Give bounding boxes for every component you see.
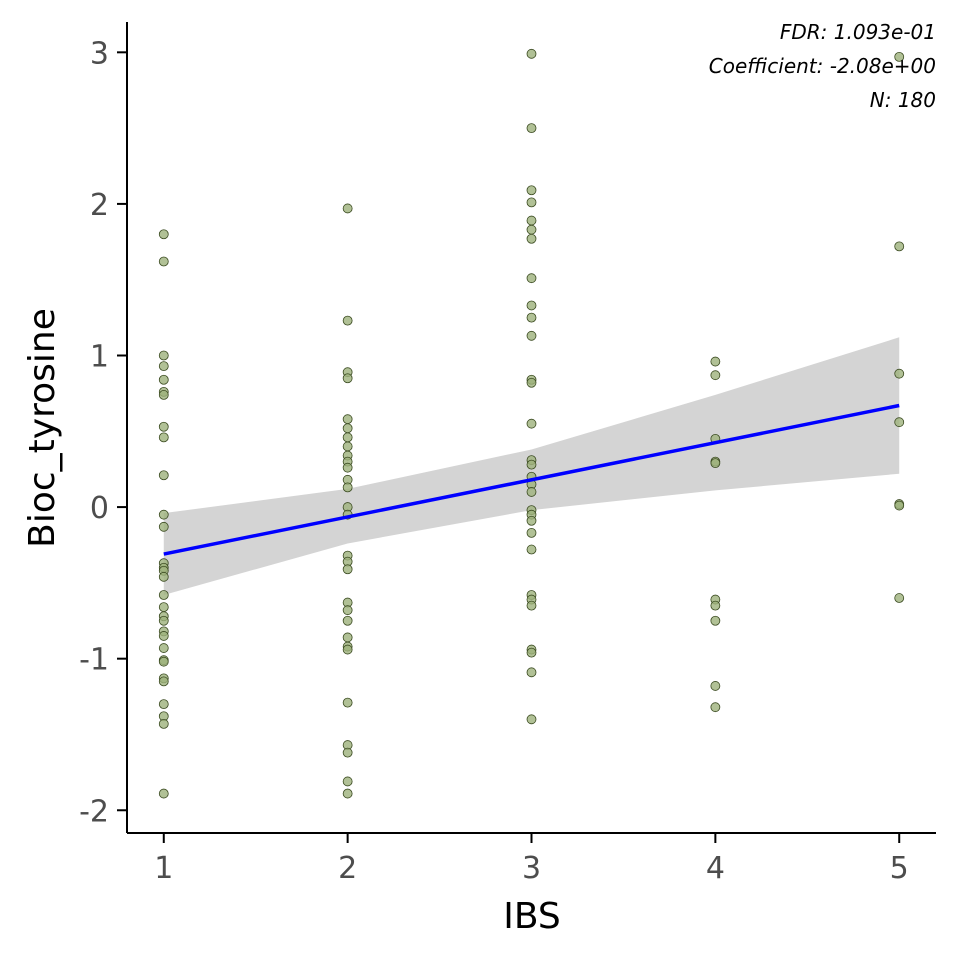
data-point — [158, 571, 169, 582]
data-point — [158, 788, 169, 799]
annotation-n: N: 180 — [870, 88, 936, 112]
data-point — [342, 414, 353, 425]
data-point — [342, 697, 353, 708]
data-point — [526, 667, 537, 678]
data-point — [710, 600, 721, 611]
data-point — [158, 374, 169, 385]
data-point — [894, 500, 905, 511]
annotation-fdr: FDR: 1.093e-01 — [780, 20, 936, 44]
data-point — [158, 432, 169, 443]
data-point — [158, 390, 169, 400]
data-point — [526, 312, 537, 323]
data-point — [526, 714, 537, 725]
data-point — [526, 418, 537, 429]
data-point — [526, 233, 537, 244]
data-point — [158, 590, 169, 600]
y-tick-label: 0 — [90, 491, 109, 526]
data-point — [710, 356, 721, 367]
data-point — [710, 702, 721, 713]
data-point — [158, 631, 169, 641]
data-point — [526, 224, 537, 235]
data-point — [526, 330, 537, 341]
data-point — [342, 203, 353, 214]
data-point — [158, 602, 169, 613]
data-point — [158, 350, 169, 361]
data-point — [342, 441, 353, 452]
data-point — [526, 273, 537, 284]
data-point — [526, 544, 537, 555]
data-point — [158, 676, 169, 687]
data-point — [158, 361, 169, 372]
data-point — [342, 564, 353, 575]
y-tick-label: -1 — [79, 643, 109, 678]
x-axis-title: IBS — [503, 896, 561, 937]
x-tick-label: 1 — [154, 851, 173, 886]
data-point — [526, 300, 537, 311]
data-point — [158, 509, 169, 520]
data-point — [342, 776, 353, 787]
y-tick-label: -2 — [79, 794, 109, 829]
data-point — [342, 605, 353, 616]
y-axis-title: Bioc_tyrosine — [22, 308, 63, 548]
data-point — [158, 615, 169, 626]
annotation-coefficient: Coefficient: -2.08e+00 — [709, 54, 936, 78]
x-tick-label: 5 — [890, 851, 909, 886]
data-point — [158, 521, 169, 532]
data-point — [342, 747, 353, 758]
data-point — [158, 643, 169, 653]
x-tick-label: 2 — [338, 851, 357, 886]
data-point — [158, 256, 169, 267]
data-point — [158, 718, 169, 729]
data-point — [342, 632, 353, 643]
data-point — [342, 788, 353, 799]
data-point — [526, 377, 537, 388]
data-point — [158, 470, 169, 481]
data-point — [710, 458, 721, 469]
data-point — [894, 368, 905, 379]
fit-line-layer — [163, 403, 900, 556]
data-point — [526, 185, 537, 196]
x-tick-label: 3 — [522, 851, 541, 886]
data-point — [894, 51, 905, 62]
data-point — [342, 373, 353, 384]
data-point — [894, 241, 905, 252]
data-point — [526, 197, 537, 208]
data-point — [158, 229, 169, 240]
data-point — [526, 647, 537, 658]
data-point — [342, 644, 353, 655]
data-point — [526, 215, 537, 226]
data-point — [158, 421, 169, 432]
axes-layer: 1 2 3 4 5 -2 -1 0 1 2 3 — [79, 22, 936, 886]
data-point — [342, 423, 353, 434]
data-point — [894, 417, 905, 428]
data-point — [342, 482, 353, 493]
data-point — [526, 515, 537, 526]
data-point — [342, 432, 353, 443]
data-point — [526, 527, 537, 538]
data-point — [342, 315, 353, 326]
data-point — [158, 699, 169, 710]
data-point — [526, 48, 537, 59]
data-point — [894, 593, 905, 603]
annotation-layer: FDR: 1.093e-01 Coefficient: -2.08e+00 N:… — [709, 20, 936, 112]
data-point — [710, 370, 721, 381]
data-point — [710, 681, 721, 691]
data-point — [158, 656, 169, 667]
y-tick-label: 1 — [90, 339, 109, 374]
x-tick-label: 4 — [706, 851, 725, 886]
data-point — [342, 615, 353, 626]
points-layer — [158, 48, 905, 799]
y-tick-label: 2 — [90, 188, 109, 223]
fit-line — [163, 403, 900, 556]
data-point — [526, 123, 537, 134]
data-point — [342, 462, 353, 473]
data-point — [710, 615, 721, 626]
data-point — [526, 487, 537, 497]
data-point — [526, 459, 537, 470]
y-tick-label: 3 — [90, 36, 109, 71]
data-point — [526, 600, 537, 611]
